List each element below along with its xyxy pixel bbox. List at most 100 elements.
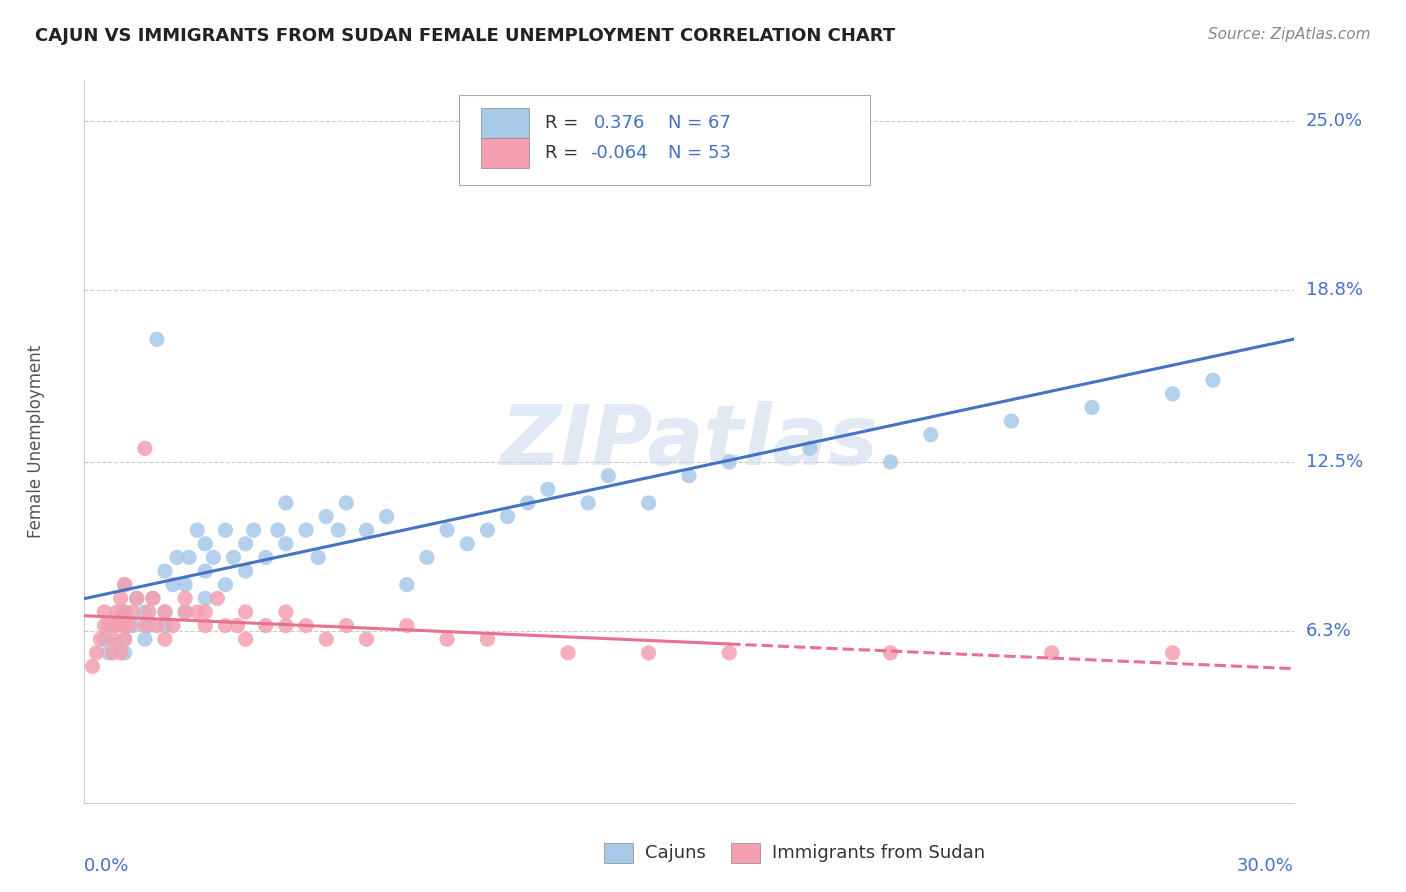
Point [110,605,132,619]
Point [335,618,357,632]
Point [456,537,478,551]
Point [274,605,297,619]
Text: ZIPatlas: ZIPatlas [501,401,877,482]
Point [295,523,318,537]
Text: 25.0%: 25.0% [1306,112,1362,130]
Point [637,646,659,660]
Point [235,605,257,619]
Point [598,468,620,483]
Point [125,591,148,606]
Point [101,618,124,632]
Point [235,537,257,551]
Point [194,564,217,578]
Point [1161,387,1184,401]
Point [202,550,225,565]
Point [153,618,176,632]
Point [110,591,132,606]
Point [267,523,290,537]
Point [97,646,120,660]
Point [274,618,297,632]
Point [153,605,176,619]
Text: 6.3%: 6.3% [1306,622,1351,640]
Point [186,605,208,619]
FancyBboxPatch shape [731,843,761,863]
Point [718,646,741,660]
Point [920,427,942,442]
Point [557,155,579,169]
Point [138,618,160,632]
FancyBboxPatch shape [460,95,870,185]
Point [153,605,176,619]
Point [477,632,499,647]
Point [718,455,741,469]
Point [118,618,141,632]
Point [557,646,579,660]
Point [242,523,264,537]
Point [194,605,217,619]
Point [93,632,115,647]
Point [174,577,197,591]
Point [315,509,337,524]
FancyBboxPatch shape [481,138,529,169]
Point [174,591,197,606]
Point [214,618,236,632]
Point [295,618,318,632]
Text: 18.8%: 18.8% [1306,281,1362,299]
Point [1040,646,1063,660]
Point [82,659,104,673]
Text: Cajuns: Cajuns [645,845,706,863]
Point [436,632,458,647]
Point [186,523,208,537]
Point [93,618,115,632]
Point [114,605,136,619]
Point [114,577,136,591]
Text: R =: R = [546,145,583,162]
Point [166,550,188,565]
Point [328,523,350,537]
Point [516,496,538,510]
Point [194,618,217,632]
Point [416,550,439,565]
Point [1081,401,1104,415]
Point [89,632,111,647]
Point [93,605,115,619]
Text: 0.376: 0.376 [593,114,645,132]
Point [134,442,156,456]
Point [86,646,108,660]
Point [537,482,560,496]
Point [194,537,217,551]
FancyBboxPatch shape [605,843,633,863]
Point [879,455,901,469]
Point [1202,373,1225,387]
Point [142,591,165,606]
Point [174,605,197,619]
Point [214,577,236,591]
Text: 12.5%: 12.5% [1306,453,1362,471]
Point [105,605,128,619]
Point [121,618,143,632]
Point [138,605,160,619]
Point [114,577,136,591]
Point [235,564,257,578]
Point [162,618,184,632]
Point [254,550,277,565]
Point [146,618,169,632]
Point [214,523,236,537]
Point [307,550,329,565]
Point [274,537,297,551]
Text: Immigrants from Sudan: Immigrants from Sudan [772,845,986,863]
Point [576,496,599,510]
Point [496,509,519,524]
Point [142,591,165,606]
Text: 0.0%: 0.0% [84,857,129,875]
Point [146,332,169,346]
Point [114,646,136,660]
Point [799,442,821,456]
Point [356,632,378,647]
FancyBboxPatch shape [481,108,529,138]
Text: N = 53: N = 53 [668,145,731,162]
Point [436,523,458,537]
Point [97,618,120,632]
Point [153,564,176,578]
Point [226,618,249,632]
